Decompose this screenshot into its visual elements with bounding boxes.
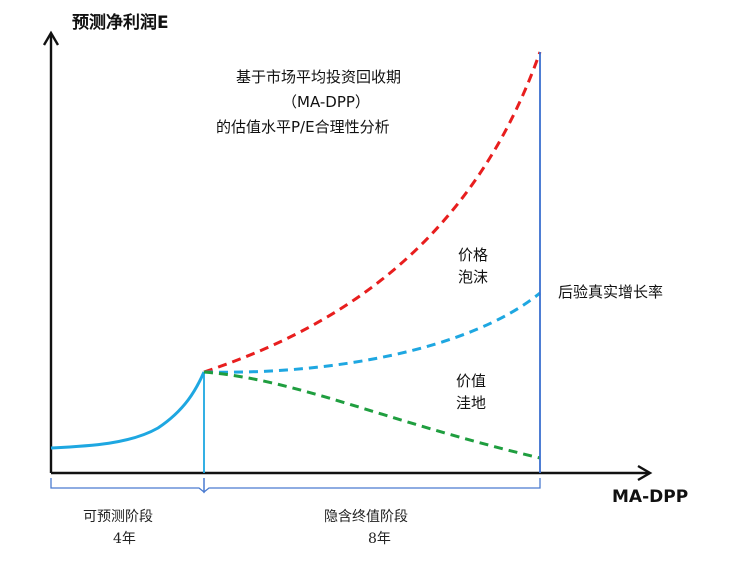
depression-label-line-2: 洼地 bbox=[456, 394, 486, 412]
x-axis-label: MA-DPP bbox=[612, 487, 688, 507]
terminal-phase-duration: 8年 bbox=[368, 531, 391, 547]
price-bubble-curve bbox=[203, 51, 542, 374]
x-axis-arrow bbox=[637, 464, 653, 482]
diagram-title-line-2: （MA-DPP） bbox=[282, 93, 370, 111]
diagram-title-line-3: 的估值水平P/E合理性分析 bbox=[216, 118, 390, 136]
y-axis-label: 预测净利润E bbox=[72, 12, 169, 33]
diagram-title-line-1: 基于市场平均投资回收期 bbox=[236, 68, 401, 86]
forecast-phase-bracket bbox=[50, 478, 205, 494]
value-depression-curve bbox=[203, 370, 541, 460]
realized-growth-label: 后验真实增长率 bbox=[558, 283, 663, 301]
depression-label-line-1: 价值 bbox=[456, 372, 486, 390]
mid-growth-curve bbox=[203, 291, 541, 374]
forecast-phase-duration: 4年 bbox=[113, 531, 136, 547]
bubble-label-line-2: 泡沫 bbox=[458, 268, 488, 286]
forecast-curve bbox=[50, 371, 206, 450]
bubble-label-line-1: 价格 bbox=[458, 246, 488, 264]
terminal-phase-name: 隐含终值阶段 bbox=[324, 509, 408, 525]
terminal-phase-bracket bbox=[203, 478, 541, 494]
y-axis-arrow bbox=[42, 30, 60, 46]
forecast-phase-name: 可预测阶段 bbox=[83, 509, 153, 525]
